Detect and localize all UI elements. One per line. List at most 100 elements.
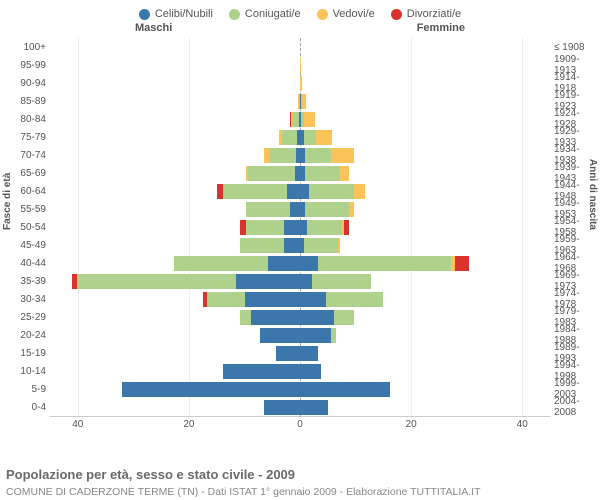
legend-label: Divorziati/e — [407, 8, 461, 20]
bar-left — [178, 310, 300, 325]
age-label: 35-39 — [20, 272, 46, 290]
segment — [300, 184, 309, 199]
legend-swatch — [229, 9, 240, 20]
male-half — [50, 146, 300, 164]
segment — [300, 364, 321, 379]
bar-left — [278, 94, 300, 109]
age-label: 60-64 — [20, 182, 46, 200]
pyramid-row — [50, 326, 550, 344]
bar-left — [200, 328, 300, 343]
bar-left — [122, 256, 300, 271]
pyramid-row — [50, 236, 550, 254]
female-half — [300, 254, 550, 272]
age-label: 85-89 — [20, 92, 46, 110]
segment — [246, 202, 290, 217]
age-label: 15-19 — [20, 344, 46, 362]
age-label: 40-44 — [20, 254, 46, 272]
segment — [240, 310, 251, 325]
segment — [304, 112, 315, 127]
bar-left — [222, 346, 300, 361]
age-label: 10-14 — [20, 362, 46, 380]
age-label: 0-4 — [32, 398, 46, 416]
pyramid-row — [50, 200, 550, 218]
pyramid-chart: Celibi/Nubili Coniugati/e Vedovi/e Divorzia… — [0, 0, 600, 500]
pyramid-row — [50, 254, 550, 272]
segment — [300, 400, 328, 415]
segment — [300, 328, 331, 343]
segment — [300, 274, 312, 289]
male-half — [50, 290, 300, 308]
bar-right — [300, 76, 322, 91]
pyramid-row — [50, 128, 550, 146]
male-half — [50, 326, 300, 344]
bar-right — [300, 58, 311, 73]
bar-rows — [50, 38, 550, 416]
pyramid-row — [50, 362, 550, 380]
pyramid-row — [50, 182, 550, 200]
legend-label: Celibi/Nubili — [155, 8, 213, 20]
pyramid-row — [50, 56, 550, 74]
segment — [268, 256, 300, 271]
segment — [312, 274, 371, 289]
male-half — [50, 128, 300, 146]
segment — [334, 310, 355, 325]
y-axis-right-title: Anni di nascita — [587, 159, 598, 230]
segment — [338, 238, 340, 253]
female-half — [300, 218, 550, 236]
male-half — [50, 92, 300, 110]
y-axis-left-title: Fasce di età — [2, 173, 13, 230]
female-half — [300, 344, 550, 362]
segment — [307, 220, 342, 235]
segment — [304, 130, 316, 145]
header-female: Femmine — [417, 22, 465, 34]
age-label: 90-94 — [20, 74, 46, 92]
legend-swatch — [139, 9, 150, 20]
segment — [305, 202, 349, 217]
segment — [331, 328, 335, 343]
pyramid-row — [50, 380, 550, 398]
male-half — [50, 308, 300, 326]
segment — [300, 76, 301, 91]
x-tick: 0 — [297, 419, 303, 430]
female-half — [300, 272, 550, 290]
pyramid-row — [50, 344, 550, 362]
bar-left — [61, 274, 300, 289]
segment — [300, 346, 318, 361]
legend-item: Vedovi/e — [317, 8, 375, 20]
segment — [248, 166, 295, 181]
male-half — [50, 362, 300, 380]
segment — [223, 184, 287, 199]
segment — [276, 346, 300, 361]
bar-right — [300, 328, 394, 343]
female-half — [300, 398, 550, 416]
segment — [302, 94, 306, 109]
legend: Celibi/Nubili Coniugati/e Vedovi/e Divorzia… — [0, 0, 600, 22]
female-half — [300, 290, 550, 308]
pyramid-row — [50, 74, 550, 92]
bar-right — [300, 166, 411, 181]
bar-left — [156, 184, 300, 199]
age-label: 65-69 — [20, 164, 46, 182]
bar-left — [144, 292, 300, 307]
pyramid-row — [50, 92, 550, 110]
legend-item: Coniugati/e — [229, 8, 301, 20]
segment — [344, 220, 349, 235]
male-half — [50, 164, 300, 182]
plot — [50, 38, 550, 417]
segment — [455, 256, 469, 271]
pyramid-row — [50, 164, 550, 182]
age-label: 50-54 — [20, 218, 46, 236]
male-half — [50, 344, 300, 362]
x-tick: 20 — [406, 419, 417, 430]
legend-label: Vedovi/e — [333, 8, 375, 20]
pyramid-row — [50, 272, 550, 290]
segment — [305, 166, 340, 181]
age-label: 100+ — [23, 38, 46, 56]
bar-right — [300, 112, 361, 127]
segment — [77, 274, 236, 289]
segment — [309, 184, 354, 199]
female-half — [300, 128, 550, 146]
segment — [240, 238, 283, 253]
male-half — [50, 254, 300, 272]
age-label: 95-99 — [20, 56, 46, 74]
